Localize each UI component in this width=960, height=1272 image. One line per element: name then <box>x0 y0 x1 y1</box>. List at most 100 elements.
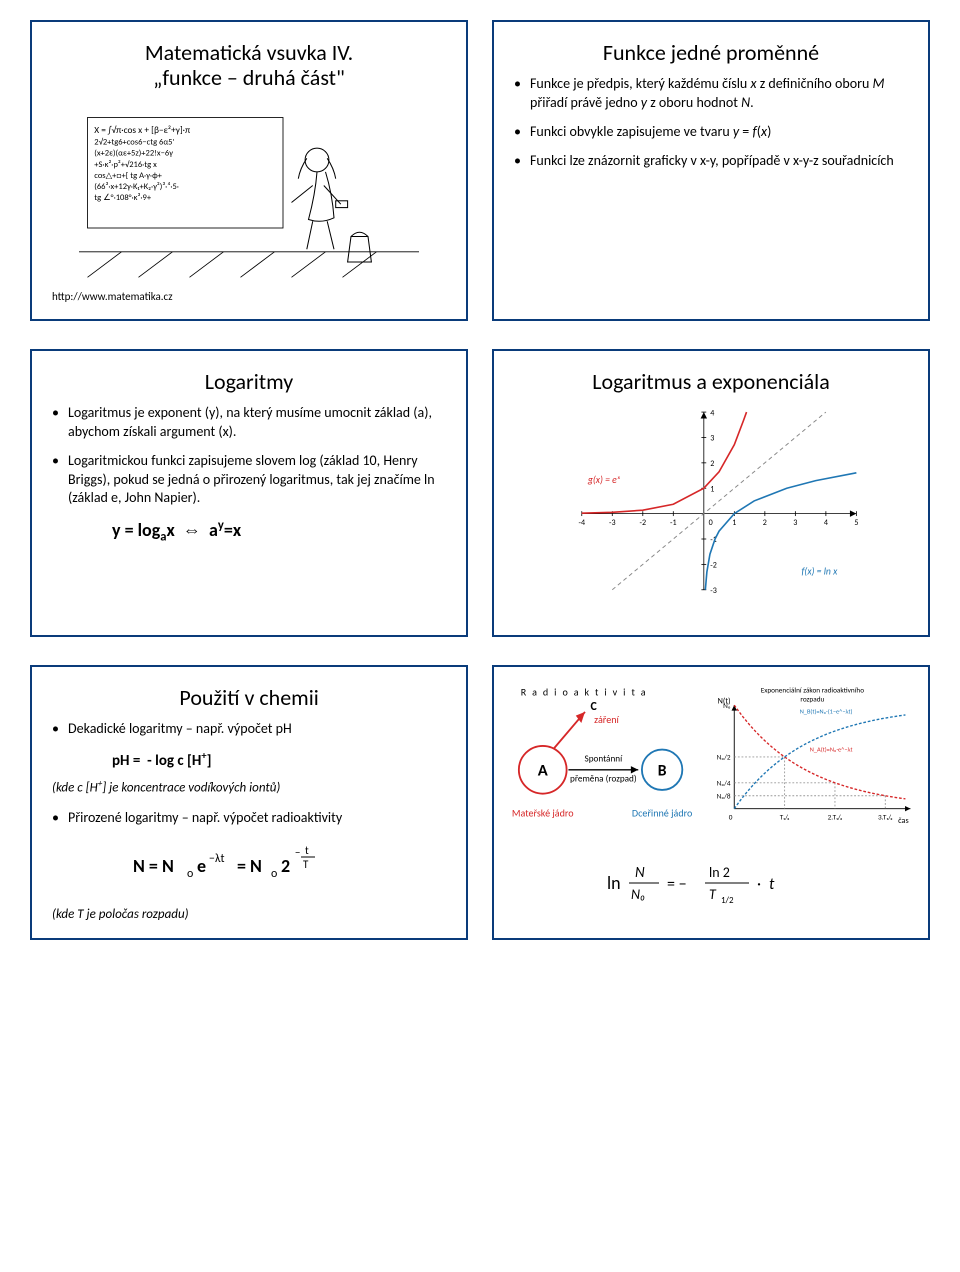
svg-text:2: 2 <box>763 518 767 528</box>
slide3-list: Logaritmus je exponent (y), na který mus… <box>52 404 446 508</box>
slide6-top: R a d i o a k t i v i t a A B Spontánní přem… <box>506 681 916 831</box>
row-1: Matematická vsuvka IV. „funkce – druhá č… <box>30 20 930 321</box>
exp-ln-chart: -4-3-2-112345-3-2-112340g(x) = eˣf(x) = … <box>514 404 908 619</box>
slide1-title-l1: Matematická vsuvka IV. <box>145 39 353 66</box>
slide2-bullet: Funkci lze znázornit graficky v x-y, pop… <box>514 152 908 171</box>
svg-text:= −: = − <box>667 875 687 894</box>
slide1-source: http://www.matematika.cz <box>52 290 446 303</box>
slide5-title: Použití v chemii <box>52 685 446 710</box>
svg-text:= N: = N <box>237 855 262 877</box>
slide5-bullet2: Přirozené logaritmy – např. výpočet radi… <box>52 809 446 828</box>
svg-text:X = ∫√π·cos x + [β−ε²+γ]·π: X = ∫√π·cos x + [β−ε²+γ]·π <box>94 123 190 135</box>
slide3-title: Logaritmy <box>52 369 446 394</box>
slide3-bullet: Logaritmus je exponent (y), na který mus… <box>52 404 446 442</box>
bottom-formula: ln N N₀ = − ln 2 T 1/2 · t <box>506 855 916 914</box>
svg-text:B: B <box>658 761 667 780</box>
slide5-list: Dekadické logaritmy – např. výpočet pH <box>52 720 446 739</box>
svg-text:Exponenciální zákon radioaktiv: Exponenciální zákon radioaktivního <box>761 685 865 694</box>
svg-text:ln: ln <box>607 872 621 894</box>
svg-text:čas: čas <box>898 816 908 826</box>
svg-text:N = N: N = N <box>133 855 174 877</box>
svg-text:f(x) = ln x: f(x) = ln x <box>801 565 838 577</box>
svg-text:záření: záření <box>594 713 619 726</box>
svg-text:3: 3 <box>793 518 797 528</box>
slide2-title: Funkce jedné proměnné <box>514 40 908 65</box>
svg-text:o: o <box>271 867 277 881</box>
row-3: Použití v chemii Dekadické logaritmy – n… <box>30 665 930 940</box>
decay-formula: N = N o e −λt = N o 2 − t T <box>52 842 446 893</box>
svg-text:N_A(t)=N₀·e^−λt: N_A(t)=N₀·e^−λt <box>810 746 854 754</box>
slide-4: Logaritmus a exponenciála -4 -3 -2 -1 1 2 3 4 5 -… <box>492 349 930 637</box>
radio-diagram: R a d i o a k t i v i t a A B Spontánní přem… <box>506 681 699 831</box>
svg-text:N₀/8: N₀/8 <box>717 791 731 800</box>
svg-text:N₀: N₀ <box>723 701 731 710</box>
svg-text:N₀/4: N₀/4 <box>717 778 731 787</box>
slide5-bullet: Dekadické logaritmy – např. výpočet pH <box>52 720 446 739</box>
svg-text:1/2: 1/2 <box>721 895 734 906</box>
svg-text:Dceřinné jádro: Dceřinné jádro <box>632 806 692 819</box>
svg-text:T₁/₂: T₁/₂ <box>780 812 790 821</box>
svg-text:0: 0 <box>729 812 733 821</box>
svg-text:Mateřské jádro: Mateřské jádro <box>512 806 574 819</box>
svg-text:5: 5 <box>854 518 858 528</box>
decay-chart: Exponenciální zákon radioaktivníhorozpad… <box>707 681 916 831</box>
svg-text:4: 4 <box>710 408 714 418</box>
T-note: (kde T je poločas rozpadu) <box>52 907 446 922</box>
svg-text:1: 1 <box>732 518 736 528</box>
svg-text:+S·κ²·p²+√216·tg x: +S·κ²·p²+√216·tg x <box>94 159 157 169</box>
svg-text:2: 2 <box>281 855 290 877</box>
svg-text:tg ∠°·108°·κ³·9+: tg ∠°·108°·κ³·9+ <box>94 193 152 203</box>
svg-text:(x+2ε)(αε+5z)+22!x−6γ: (x+2ε)(αε+5z)+22!x−6γ <box>94 148 173 158</box>
svg-text:2: 2 <box>710 459 714 469</box>
svg-text:A: A <box>538 760 548 780</box>
ph-note: (kde c [H+] je koncentrace vodíkových io… <box>52 778 446 795</box>
svg-text:N₀/2: N₀/2 <box>717 753 731 762</box>
slide-3: Logaritmy Logaritmus je exponent (y), na… <box>30 349 468 637</box>
slide-1: Matematická vsuvka IV. „funkce – druhá č… <box>30 20 468 321</box>
svg-text:N₀: N₀ <box>631 886 646 903</box>
svg-text:-3: -3 <box>609 518 616 528</box>
svg-text:-2: -2 <box>710 561 717 571</box>
svg-text:N: N <box>635 864 645 882</box>
svg-text:2.T₁/₂: 2.T₁/₂ <box>828 812 843 821</box>
svg-text:−: − <box>295 846 300 859</box>
slide-5: Použití v chemii Dekadické logaritmy – n… <box>30 665 468 940</box>
slide3-bullet: Logaritmickou funkci zapisujeme slovem l… <box>52 452 446 509</box>
svg-text:T: T <box>303 858 309 871</box>
row-2: Logaritmy Logaritmus je exponent (y), na… <box>30 349 930 637</box>
svg-text:g(x) = eˣ: g(x) = eˣ <box>587 474 621 486</box>
svg-text:rozpadu: rozpadu <box>800 694 824 703</box>
svg-text:2√2+tg6+cos6−ctg 6α5': 2√2+tg6+cos6−ctg 6α5' <box>94 137 174 147</box>
slide-2: Funkce jedné proměnné Funkce je předpis,… <box>492 20 930 321</box>
svg-text:3.T₁/₂: 3.T₁/₂ <box>878 812 893 821</box>
svg-text:t: t <box>769 875 775 894</box>
slide-6: R a d i o a k t i v i t a A B Spontánní přem… <box>492 665 930 940</box>
slide2-bullet: Funkce je předpis, který každému číslu x… <box>514 75 908 113</box>
slide1-title-l2: „funkce – druhá část" <box>153 64 345 91</box>
svg-text:-3: -3 <box>710 586 717 596</box>
svg-text:T: T <box>709 886 717 903</box>
svg-text:-1: -1 <box>670 518 677 528</box>
slide2-bullet: Funkci obvykle zapisujeme ve tvaru y = f… <box>514 123 908 142</box>
svg-text:t: t <box>305 844 309 857</box>
svg-text:přeměna (rozpad): přeměna (rozpad) <box>570 774 637 785</box>
svg-text:3: 3 <box>710 434 714 444</box>
slide1-title: Matematická vsuvka IV. „funkce – druhá č… <box>52 40 446 91</box>
svg-text:e: e <box>197 855 206 877</box>
svg-text:Spontánní: Spontánní <box>585 753 624 764</box>
svg-text:·: · <box>757 875 761 894</box>
svg-text:-2: -2 <box>640 518 647 528</box>
cartoon-image: X = ∫√π·cos x + [β−ε²+γ]·π 2√2+tg6+cos6−… <box>52 109 446 279</box>
svg-text:1: 1 <box>710 484 714 494</box>
slide2-list: Funkce je předpis, který každému číslu x… <box>514 75 908 171</box>
svg-text:-4: -4 <box>578 518 585 528</box>
slide4-title: Logaritmus a exponenciála <box>514 369 908 394</box>
svg-text:R a d i o a k t i v i t a: R a d i o a k t i v i t a <box>521 685 648 698</box>
slide3-formula: y = logax ⇔ ay=x <box>52 518 446 545</box>
svg-text:0: 0 <box>709 518 713 528</box>
svg-text:(66³·x+12γ·K₁+K₂·γ²)³·⁴·5·: (66³·x+12γ·K₁+K₂·γ²)³·⁴·5· <box>94 181 179 191</box>
svg-text:ln 2: ln 2 <box>709 864 730 881</box>
slide5-list2: Přirozené logaritmy – např. výpočet radi… <box>52 809 446 828</box>
svg-text:C: C <box>591 700 598 714</box>
svg-text:o: o <box>187 867 193 881</box>
